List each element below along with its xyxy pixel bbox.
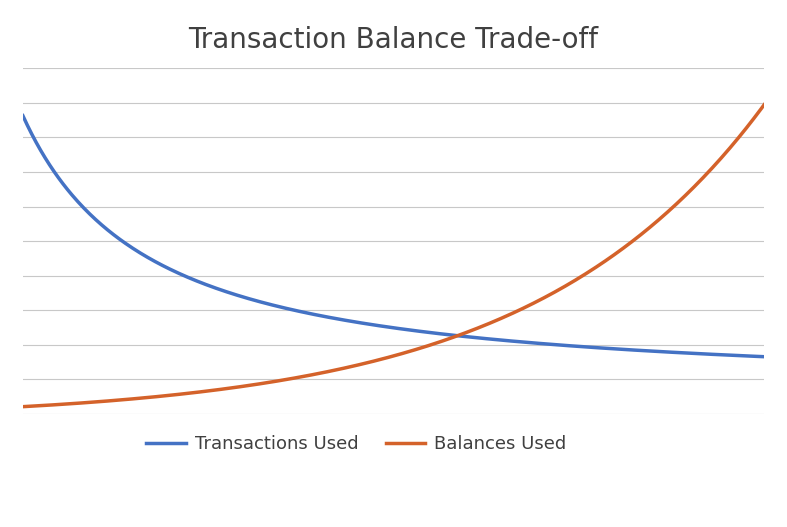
Title: Transaction Balance Trade-off: Transaction Balance Trade-off: [189, 25, 598, 54]
Legend: Transactions Used, Balances Used: Transactions Used, Balances Used: [139, 428, 574, 460]
